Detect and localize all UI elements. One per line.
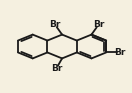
Text: Br: Br	[50, 20, 61, 29]
Text: Br: Br	[93, 20, 104, 29]
Text: Br: Br	[51, 64, 62, 73]
Text: Br: Br	[114, 48, 126, 57]
